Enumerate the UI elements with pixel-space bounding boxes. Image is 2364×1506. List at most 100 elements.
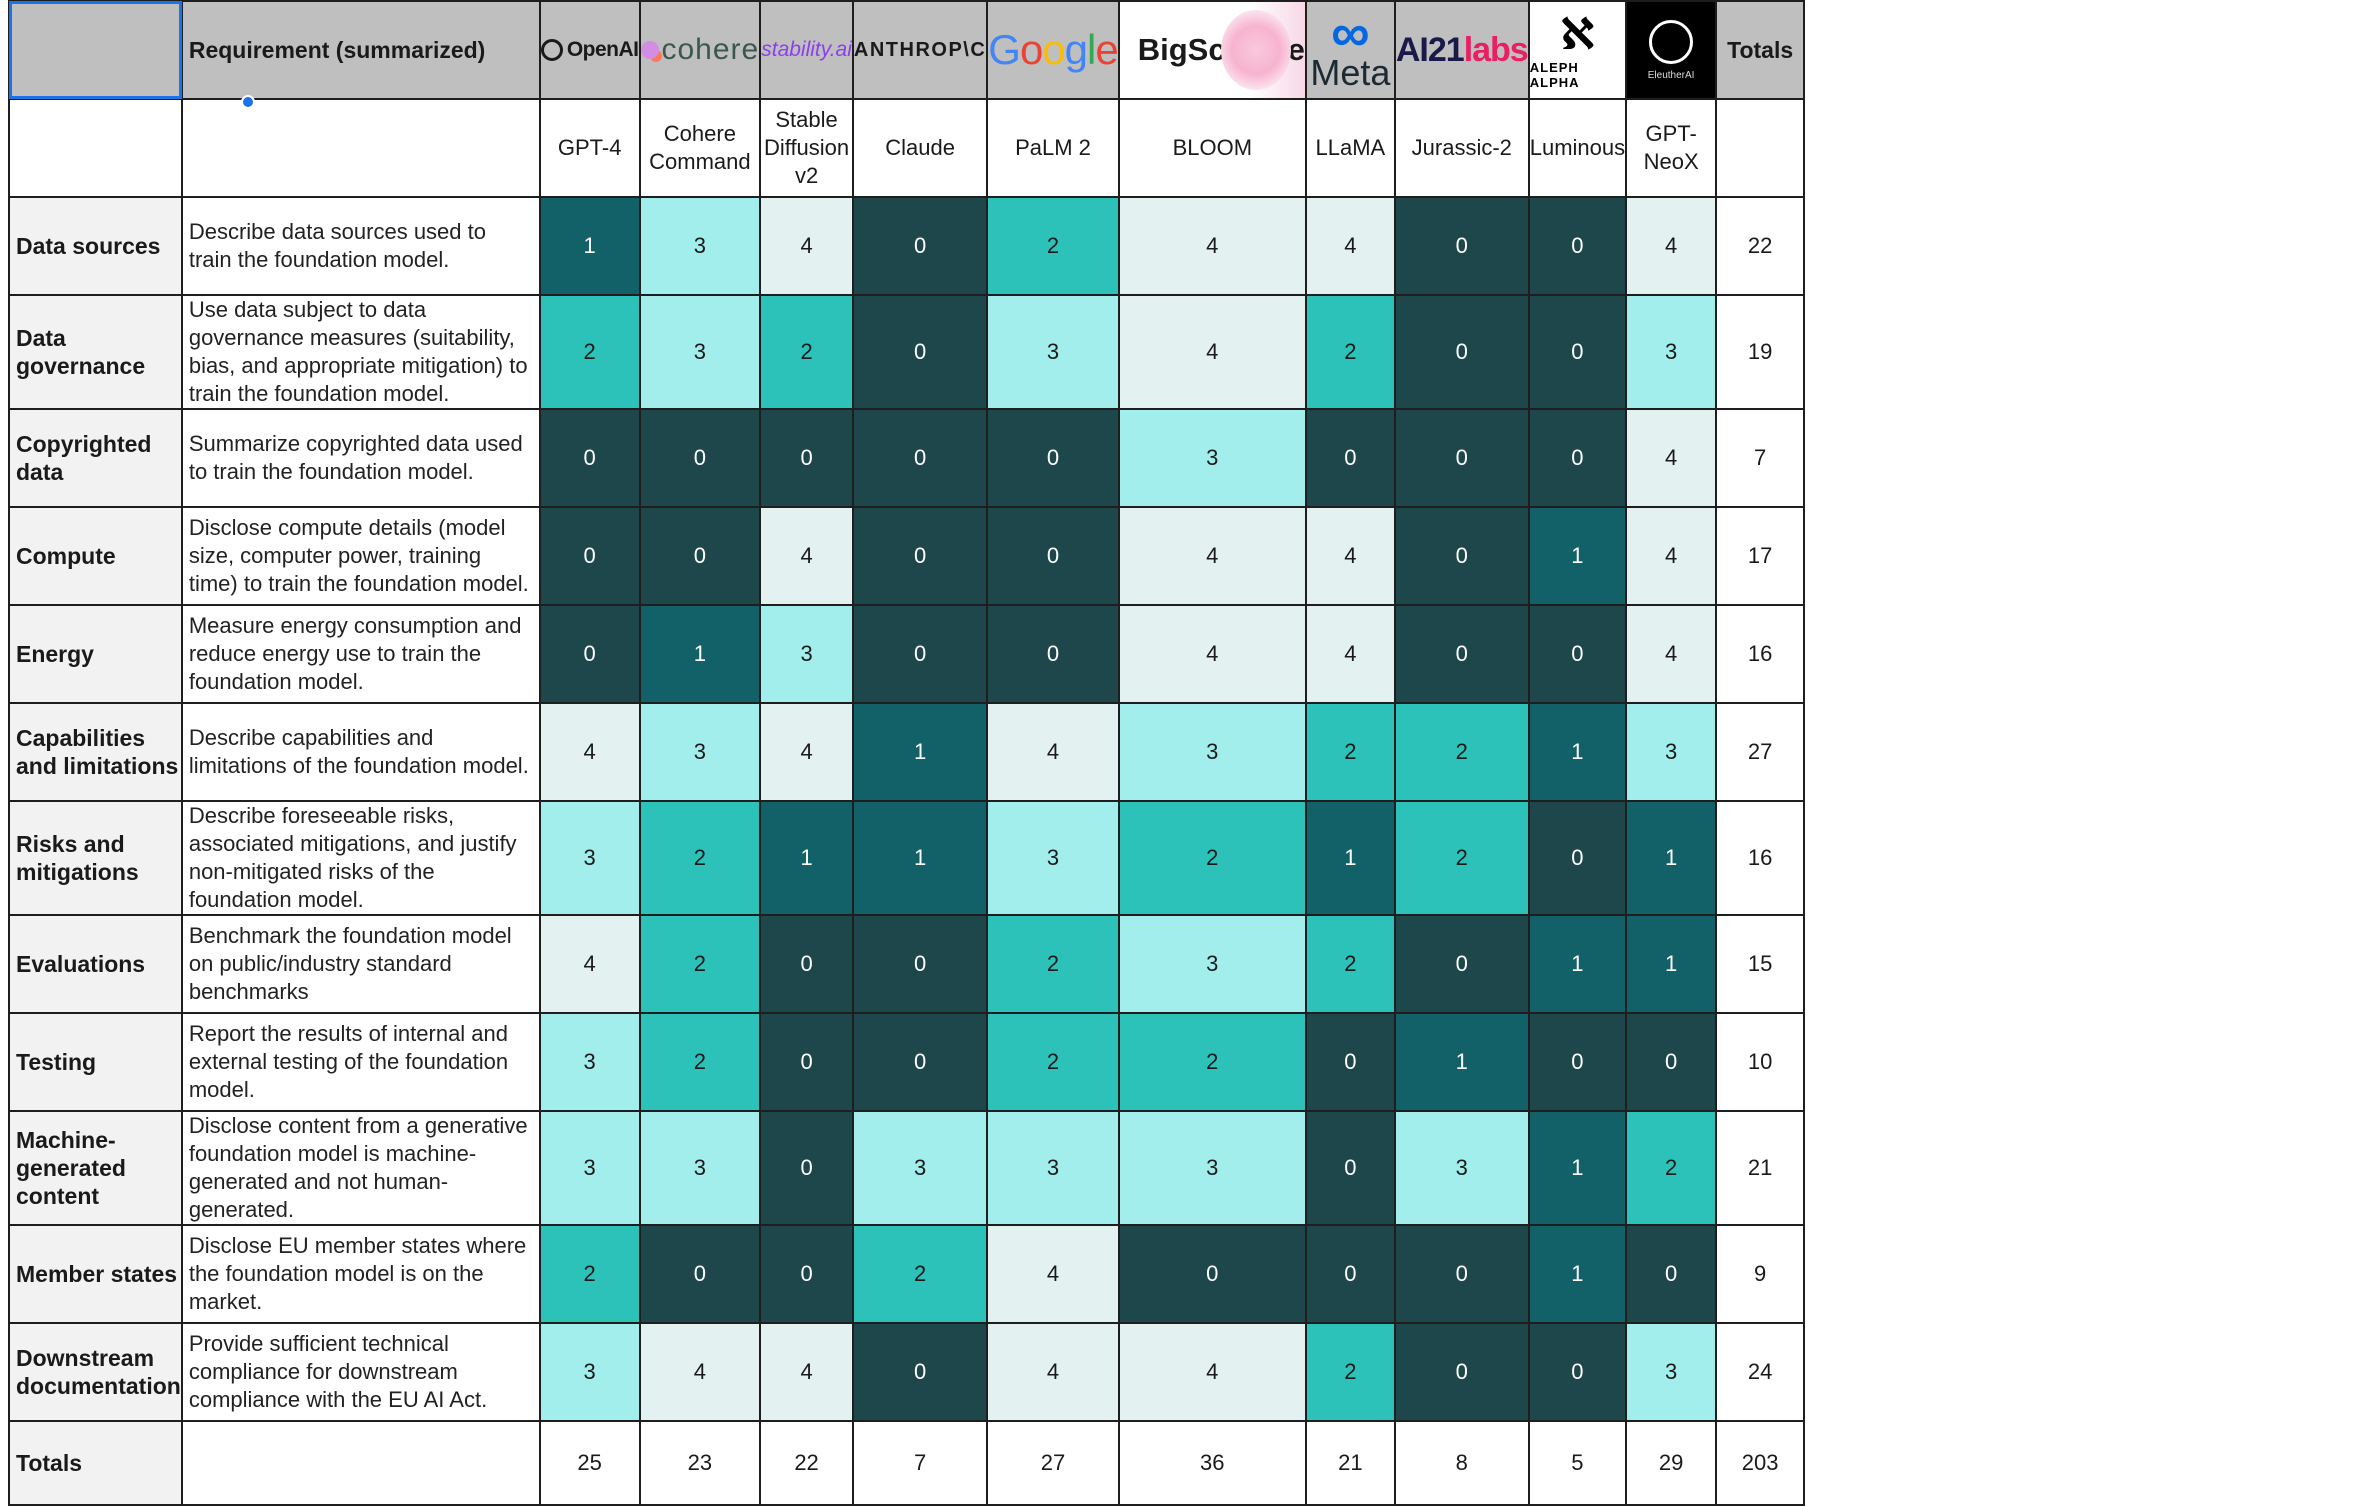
score-cell[interactable]: 0 [1393, 294, 1530, 410]
score-cell[interactable]: 0 [1304, 1224, 1396, 1324]
empty-cell[interactable] [180, 98, 541, 198]
model-name[interactable]: BLOOM [1117, 98, 1307, 198]
score-cell[interactable]: 1 [1393, 1012, 1530, 1112]
logo-cell-aleph-alpha[interactable]: ℵ ALEPH ALPHA [1527, 0, 1628, 100]
row-total[interactable]: 9 [1715, 1224, 1806, 1324]
score-cell[interactable]: 0 [1625, 1012, 1718, 1112]
score-cell[interactable]: 1 [1527, 1224, 1628, 1324]
column-total[interactable]: 27 [986, 1420, 1120, 1506]
score-cell[interactable]: 2 [986, 1012, 1120, 1112]
empty-cell[interactable] [180, 1420, 541, 1506]
requirement-header[interactable]: Requirement (summarized) [180, 0, 541, 100]
score-cell[interactable]: 3 [1117, 1110, 1307, 1226]
score-cell[interactable]: 4 [1117, 196, 1307, 296]
score-cell[interactable]: 1 [1527, 914, 1628, 1014]
score-cell[interactable]: 4 [538, 914, 641, 1014]
score-cell[interactable]: 0 [851, 506, 989, 606]
logo-cell-ai21[interactable]: AI21 labs [1393, 0, 1530, 100]
row-label[interactable]: Risks and mitigations [8, 800, 183, 916]
score-cell[interactable]: 1 [759, 800, 854, 916]
model-name[interactable]: Stable Diffusion v2 [759, 98, 854, 198]
score-cell[interactable]: 0 [1393, 408, 1530, 508]
logo-cell-openai[interactable]: OpenAI [538, 0, 641, 100]
row-total[interactable]: 21 [1715, 1110, 1806, 1226]
score-cell[interactable]: 2 [1393, 702, 1530, 802]
score-cell[interactable]: 3 [986, 800, 1120, 916]
column-total[interactable]: 7 [851, 1420, 989, 1506]
column-total[interactable]: 23 [638, 1420, 762, 1506]
row-total[interactable]: 16 [1715, 604, 1806, 704]
score-cell[interactable]: 1 [1625, 800, 1718, 916]
empty-cell[interactable] [8, 98, 183, 198]
score-cell[interactable]: 3 [759, 604, 854, 704]
score-cell[interactable]: 0 [1527, 1322, 1628, 1422]
score-cell[interactable]: 0 [1393, 196, 1530, 296]
score-cell[interactable]: 0 [986, 604, 1120, 704]
row-total[interactable]: 24 [1715, 1322, 1806, 1422]
score-cell[interactable]: 0 [759, 1110, 854, 1226]
score-cell[interactable]: 2 [986, 196, 1120, 296]
selected-cell[interactable] [8, 0, 183, 100]
score-cell[interactable]: 3 [1117, 914, 1307, 1014]
row-total[interactable]: 16 [1715, 800, 1806, 916]
row-total[interactable]: 17 [1715, 506, 1806, 606]
column-total[interactable]: 8 [1393, 1420, 1530, 1506]
score-cell[interactable]: 4 [986, 1224, 1120, 1324]
score-cell[interactable]: 3 [638, 702, 762, 802]
score-cell[interactable]: 0 [1527, 408, 1628, 508]
score-cell[interactable]: 1 [851, 800, 989, 916]
requirement-text[interactable]: Describe data sources used to train the … [180, 196, 541, 296]
score-cell[interactable]: 0 [538, 604, 641, 704]
score-cell[interactable]: 0 [538, 408, 641, 508]
score-cell[interactable]: 4 [1625, 506, 1718, 606]
column-total[interactable]: 25 [538, 1420, 641, 1506]
score-cell[interactable]: 0 [638, 408, 762, 508]
score-cell[interactable]: 3 [851, 1110, 989, 1226]
score-cell[interactable]: 4 [1304, 604, 1396, 704]
column-total[interactable]: 36 [1117, 1420, 1307, 1506]
row-total[interactable]: 19 [1715, 294, 1806, 410]
model-name[interactable]: GPT-NeoX [1625, 98, 1718, 198]
score-cell[interactable]: 2 [851, 1224, 989, 1324]
score-cell[interactable]: 4 [538, 702, 641, 802]
score-cell[interactable]: 2 [538, 1224, 641, 1324]
row-label[interactable]: Member states [8, 1224, 183, 1324]
row-label[interactable]: Capabilities and limitations [8, 702, 183, 802]
score-cell[interactable]: 0 [851, 294, 989, 410]
requirement-text[interactable]: Summarize copyrighted data used to train… [180, 408, 541, 508]
row-label[interactable]: Evaluations [8, 914, 183, 1014]
row-total[interactable]: 15 [1715, 914, 1806, 1014]
score-cell[interactable]: 2 [986, 914, 1120, 1014]
column-total[interactable]: 22 [759, 1420, 854, 1506]
score-cell[interactable]: 2 [638, 800, 762, 916]
model-name[interactable]: GPT-4 [538, 98, 641, 198]
score-cell[interactable]: 2 [1304, 1322, 1396, 1422]
score-cell[interactable]: 4 [759, 702, 854, 802]
score-cell[interactable]: 0 [1304, 1012, 1396, 1112]
score-cell[interactable]: 0 [759, 914, 854, 1014]
score-cell[interactable]: 2 [1393, 800, 1530, 916]
score-cell[interactable]: 3 [986, 294, 1120, 410]
row-label[interactable]: Energy [8, 604, 183, 704]
score-cell[interactable]: 0 [1625, 1224, 1718, 1324]
score-cell[interactable]: 3 [538, 1012, 641, 1112]
column-total[interactable]: 21 [1304, 1420, 1396, 1506]
logo-cell-cohere[interactable]: cohere [638, 0, 762, 100]
score-cell[interactable]: 4 [1117, 1322, 1307, 1422]
score-cell[interactable]: 3 [1393, 1110, 1530, 1226]
model-name[interactable]: LLaMA [1304, 98, 1396, 198]
selection-fill-handle[interactable] [241, 95, 255, 109]
score-cell[interactable]: 0 [638, 1224, 762, 1324]
score-cell[interactable]: 2 [638, 914, 762, 1014]
requirement-text[interactable]: Provide sufficient technical compliance … [180, 1322, 541, 1422]
logo-cell-stability[interactable]: stability.ai [759, 0, 854, 100]
score-cell[interactable]: 1 [638, 604, 762, 704]
score-cell[interactable]: 2 [1117, 1012, 1307, 1112]
score-cell[interactable]: 0 [759, 408, 854, 508]
score-cell[interactable]: 3 [538, 800, 641, 916]
requirement-text[interactable]: Benchmark the foundation model on public… [180, 914, 541, 1014]
requirement-text[interactable]: Report the results of internal and exter… [180, 1012, 541, 1112]
score-cell[interactable]: 0 [1304, 1110, 1396, 1226]
row-label[interactable]: Copyrighted data [8, 408, 183, 508]
column-total[interactable]: 29 [1625, 1420, 1718, 1506]
